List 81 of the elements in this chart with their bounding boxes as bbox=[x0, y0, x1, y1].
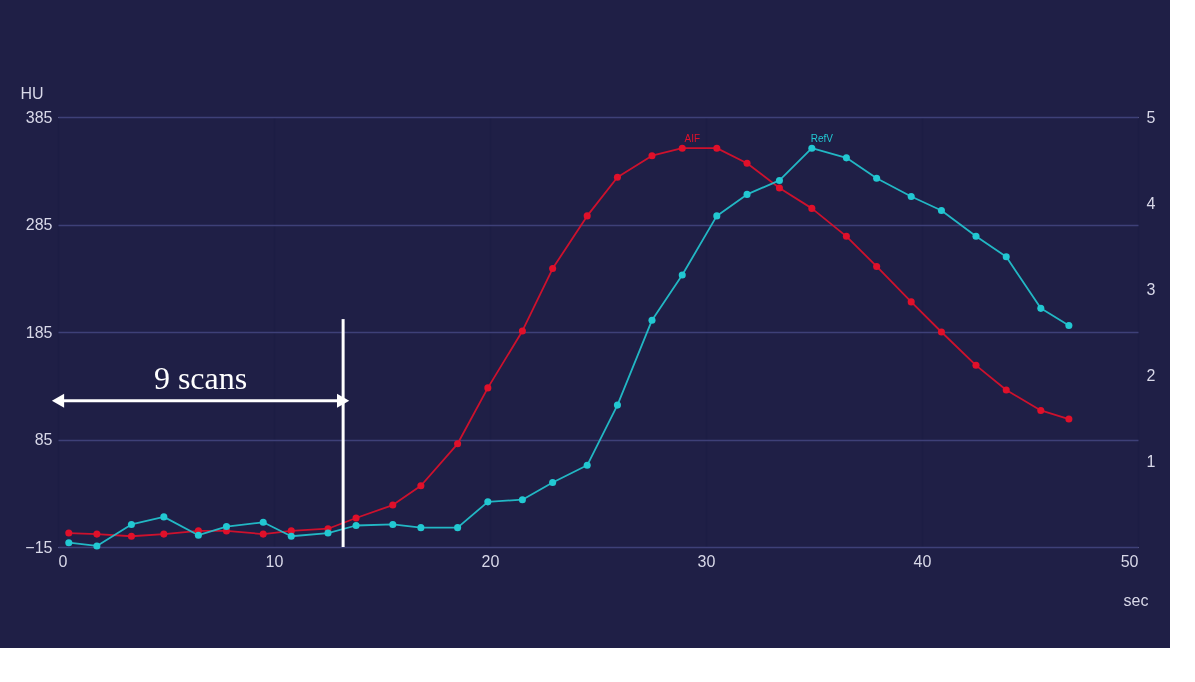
point bbox=[775, 176, 783, 184]
point bbox=[389, 520, 397, 528]
y2-tick-label: 4 bbox=[1146, 194, 1156, 212]
point bbox=[484, 384, 492, 392]
x-tick-label: 10 bbox=[265, 552, 284, 570]
point bbox=[549, 265, 557, 273]
point bbox=[937, 328, 945, 336]
point bbox=[1002, 386, 1010, 394]
y2-tick-label: 3 bbox=[1146, 280, 1156, 298]
point bbox=[389, 501, 397, 509]
x-tick-label: 50 bbox=[1120, 552, 1139, 570]
point bbox=[775, 184, 783, 192]
point bbox=[417, 482, 425, 490]
x-tick-label: 30 bbox=[697, 552, 716, 570]
y2-tick-label: 1 bbox=[1146, 452, 1156, 470]
point bbox=[324, 529, 332, 537]
point bbox=[127, 532, 135, 540]
y-axis-title: HU bbox=[20, 84, 44, 102]
point bbox=[454, 524, 462, 532]
x-tick-label: 40 bbox=[913, 552, 932, 570]
point bbox=[549, 478, 557, 487]
point bbox=[259, 530, 267, 538]
y-tick-label: 285 bbox=[25, 216, 53, 233]
y-tick-label: 385 bbox=[25, 108, 53, 126]
point bbox=[808, 204, 816, 212]
x-tick-label: 20 bbox=[481, 552, 500, 570]
y-tick-label: 185 bbox=[25, 323, 53, 341]
point bbox=[873, 174, 881, 182]
point bbox=[1065, 415, 1073, 423]
series-label: RefV bbox=[810, 133, 834, 145]
point bbox=[484, 498, 492, 506]
y-tick-label: −15 bbox=[25, 538, 53, 556]
point bbox=[160, 530, 168, 538]
point bbox=[93, 530, 101, 538]
point bbox=[972, 361, 980, 369]
point bbox=[937, 207, 945, 215]
series-label: AIF bbox=[684, 133, 701, 145]
point bbox=[518, 496, 526, 504]
point bbox=[93, 542, 101, 550]
y2-tick-label: 2 bbox=[1146, 366, 1156, 384]
point bbox=[1037, 406, 1045, 414]
point bbox=[613, 401, 621, 409]
point bbox=[1002, 253, 1010, 261]
point bbox=[907, 193, 915, 201]
point bbox=[352, 521, 360, 530]
point bbox=[1037, 304, 1045, 312]
point bbox=[613, 173, 621, 181]
point bbox=[583, 212, 591, 220]
point bbox=[678, 144, 686, 152]
point bbox=[648, 316, 656, 324]
point bbox=[808, 144, 816, 152]
point bbox=[907, 298, 915, 306]
point bbox=[713, 212, 721, 220]
point bbox=[678, 271, 686, 279]
point bbox=[287, 532, 295, 540]
point bbox=[518, 327, 526, 335]
point bbox=[842, 232, 850, 240]
x-axis-title: sec bbox=[1123, 591, 1149, 609]
point bbox=[713, 144, 721, 152]
point bbox=[648, 152, 656, 160]
point bbox=[65, 529, 73, 537]
point bbox=[1065, 322, 1073, 330]
y2-tick-label: 5 bbox=[1146, 108, 1156, 126]
point bbox=[160, 513, 168, 521]
point bbox=[743, 190, 751, 198]
point bbox=[127, 520, 135, 528]
point bbox=[583, 461, 591, 469]
point bbox=[352, 514, 360, 522]
x-tick-label: 0 bbox=[58, 552, 68, 570]
point bbox=[972, 232, 980, 240]
point bbox=[842, 154, 850, 162]
y-tick-label: 85 bbox=[34, 431, 53, 448]
point bbox=[222, 523, 231, 531]
point bbox=[873, 262, 881, 270]
point bbox=[194, 531, 202, 539]
point bbox=[454, 440, 462, 448]
point bbox=[259, 518, 267, 526]
annotation: 9 scans bbox=[153, 359, 248, 396]
point bbox=[417, 524, 425, 532]
point bbox=[65, 539, 73, 547]
point bbox=[743, 159, 751, 167]
